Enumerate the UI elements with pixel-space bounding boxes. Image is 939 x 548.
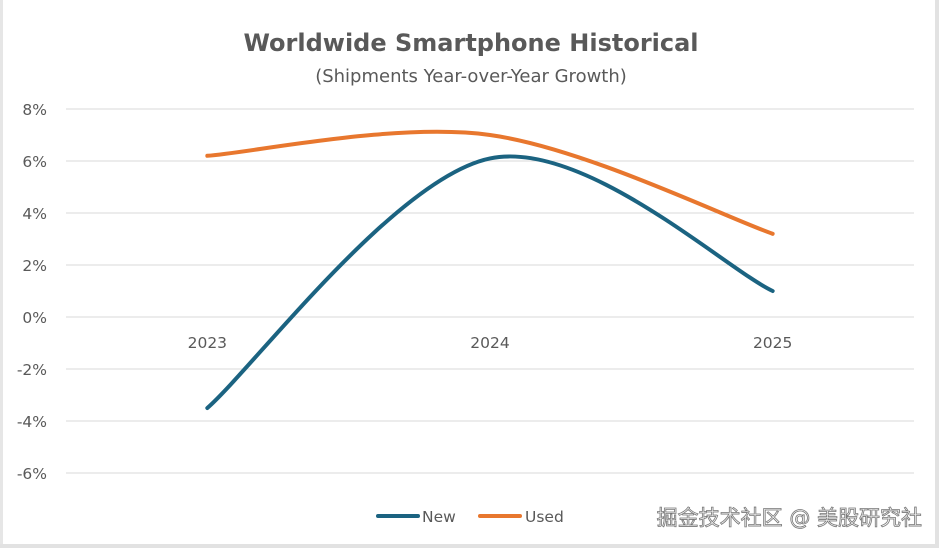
frame-border-bottom <box>0 544 939 548</box>
chart-title: Worldwide Smartphone Historical <box>243 29 698 57</box>
series-lines <box>205 129 775 410</box>
y-tick-label: -6% <box>17 465 47 483</box>
y-tick-label: 6% <box>22 153 47 171</box>
x-axis-ticks: 2023 2024 2025 <box>188 334 793 352</box>
x-tick-label: 2024 <box>470 334 509 352</box>
watermark-text: 掘金技术社区 @ 美股研究社 <box>657 506 922 530</box>
frame-border-left <box>0 0 3 548</box>
series-line-used <box>205 129 775 236</box>
x-tick-label: 2025 <box>753 334 792 352</box>
gridlines <box>66 108 914 474</box>
y-tick-label: 0% <box>22 309 47 327</box>
y-axis-ticks: 8% 6% 4% 2% 0% -2% -4% -6% <box>17 101 47 483</box>
y-tick-label: -2% <box>17 361 47 379</box>
chart-subtitle: (Shipments Year-over-Year Growth) <box>315 66 627 87</box>
legend: New Used <box>376 508 564 526</box>
y-tick-label: 2% <box>22 257 47 275</box>
legend-label-used: Used <box>525 508 564 526</box>
series-line-new <box>205 154 775 410</box>
x-tick-label: 2023 <box>188 334 227 352</box>
y-tick-label: 8% <box>22 101 47 119</box>
y-tick-label: -4% <box>17 413 47 431</box>
y-tick-label: 4% <box>22 205 47 223</box>
frame-border-right <box>935 0 939 548</box>
legend-label-new: New <box>422 508 456 526</box>
